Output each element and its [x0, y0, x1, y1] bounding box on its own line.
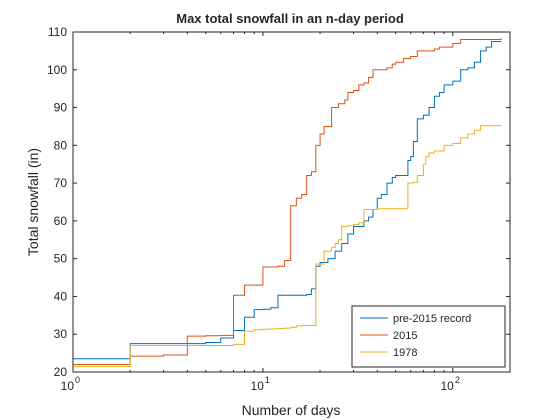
y-tick-label: 80: [54, 138, 68, 152]
series-line-2: [73, 125, 502, 367]
series-lines: [73, 38, 502, 367]
x-axis-label: Number of days: [242, 402, 341, 418]
y-tick-label: 70: [54, 176, 68, 190]
y-tick-label: 50: [54, 252, 68, 266]
series-line-0: [73, 40, 502, 360]
axes-box: [72, 31, 511, 373]
x-tick-exponent: 2: [455, 375, 460, 385]
x-tick-exponent: 1: [265, 375, 270, 385]
x-tick-label: 10: [251, 379, 265, 393]
y-tick-label: 90: [54, 101, 68, 115]
y-tick-label: 110: [48, 25, 67, 39]
x-tick-label: 10: [61, 379, 75, 393]
chart-title: Max total snowfall in an n-day period: [176, 11, 404, 26]
x-tick-label: 10: [440, 379, 454, 393]
y-tick-label: 20: [54, 365, 68, 379]
y-tick-label: 60: [54, 214, 68, 228]
y-tick-label: 30: [54, 327, 68, 341]
series-line-1: [73, 38, 502, 365]
legend-label: pre-2015 record: [393, 313, 471, 325]
legend-box: [351, 305, 506, 368]
y-tick-label: 40: [54, 289, 68, 303]
legend: pre-2015 record 2015 1978: [351, 305, 506, 368]
y-tick-label: 100: [47, 63, 67, 77]
y-axis-label: Total snowfall (in): [25, 148, 41, 256]
legend-label: 2015: [393, 330, 417, 342]
x-tick-exponent: 0: [75, 375, 80, 385]
legend-label: 1978: [393, 347, 417, 359]
